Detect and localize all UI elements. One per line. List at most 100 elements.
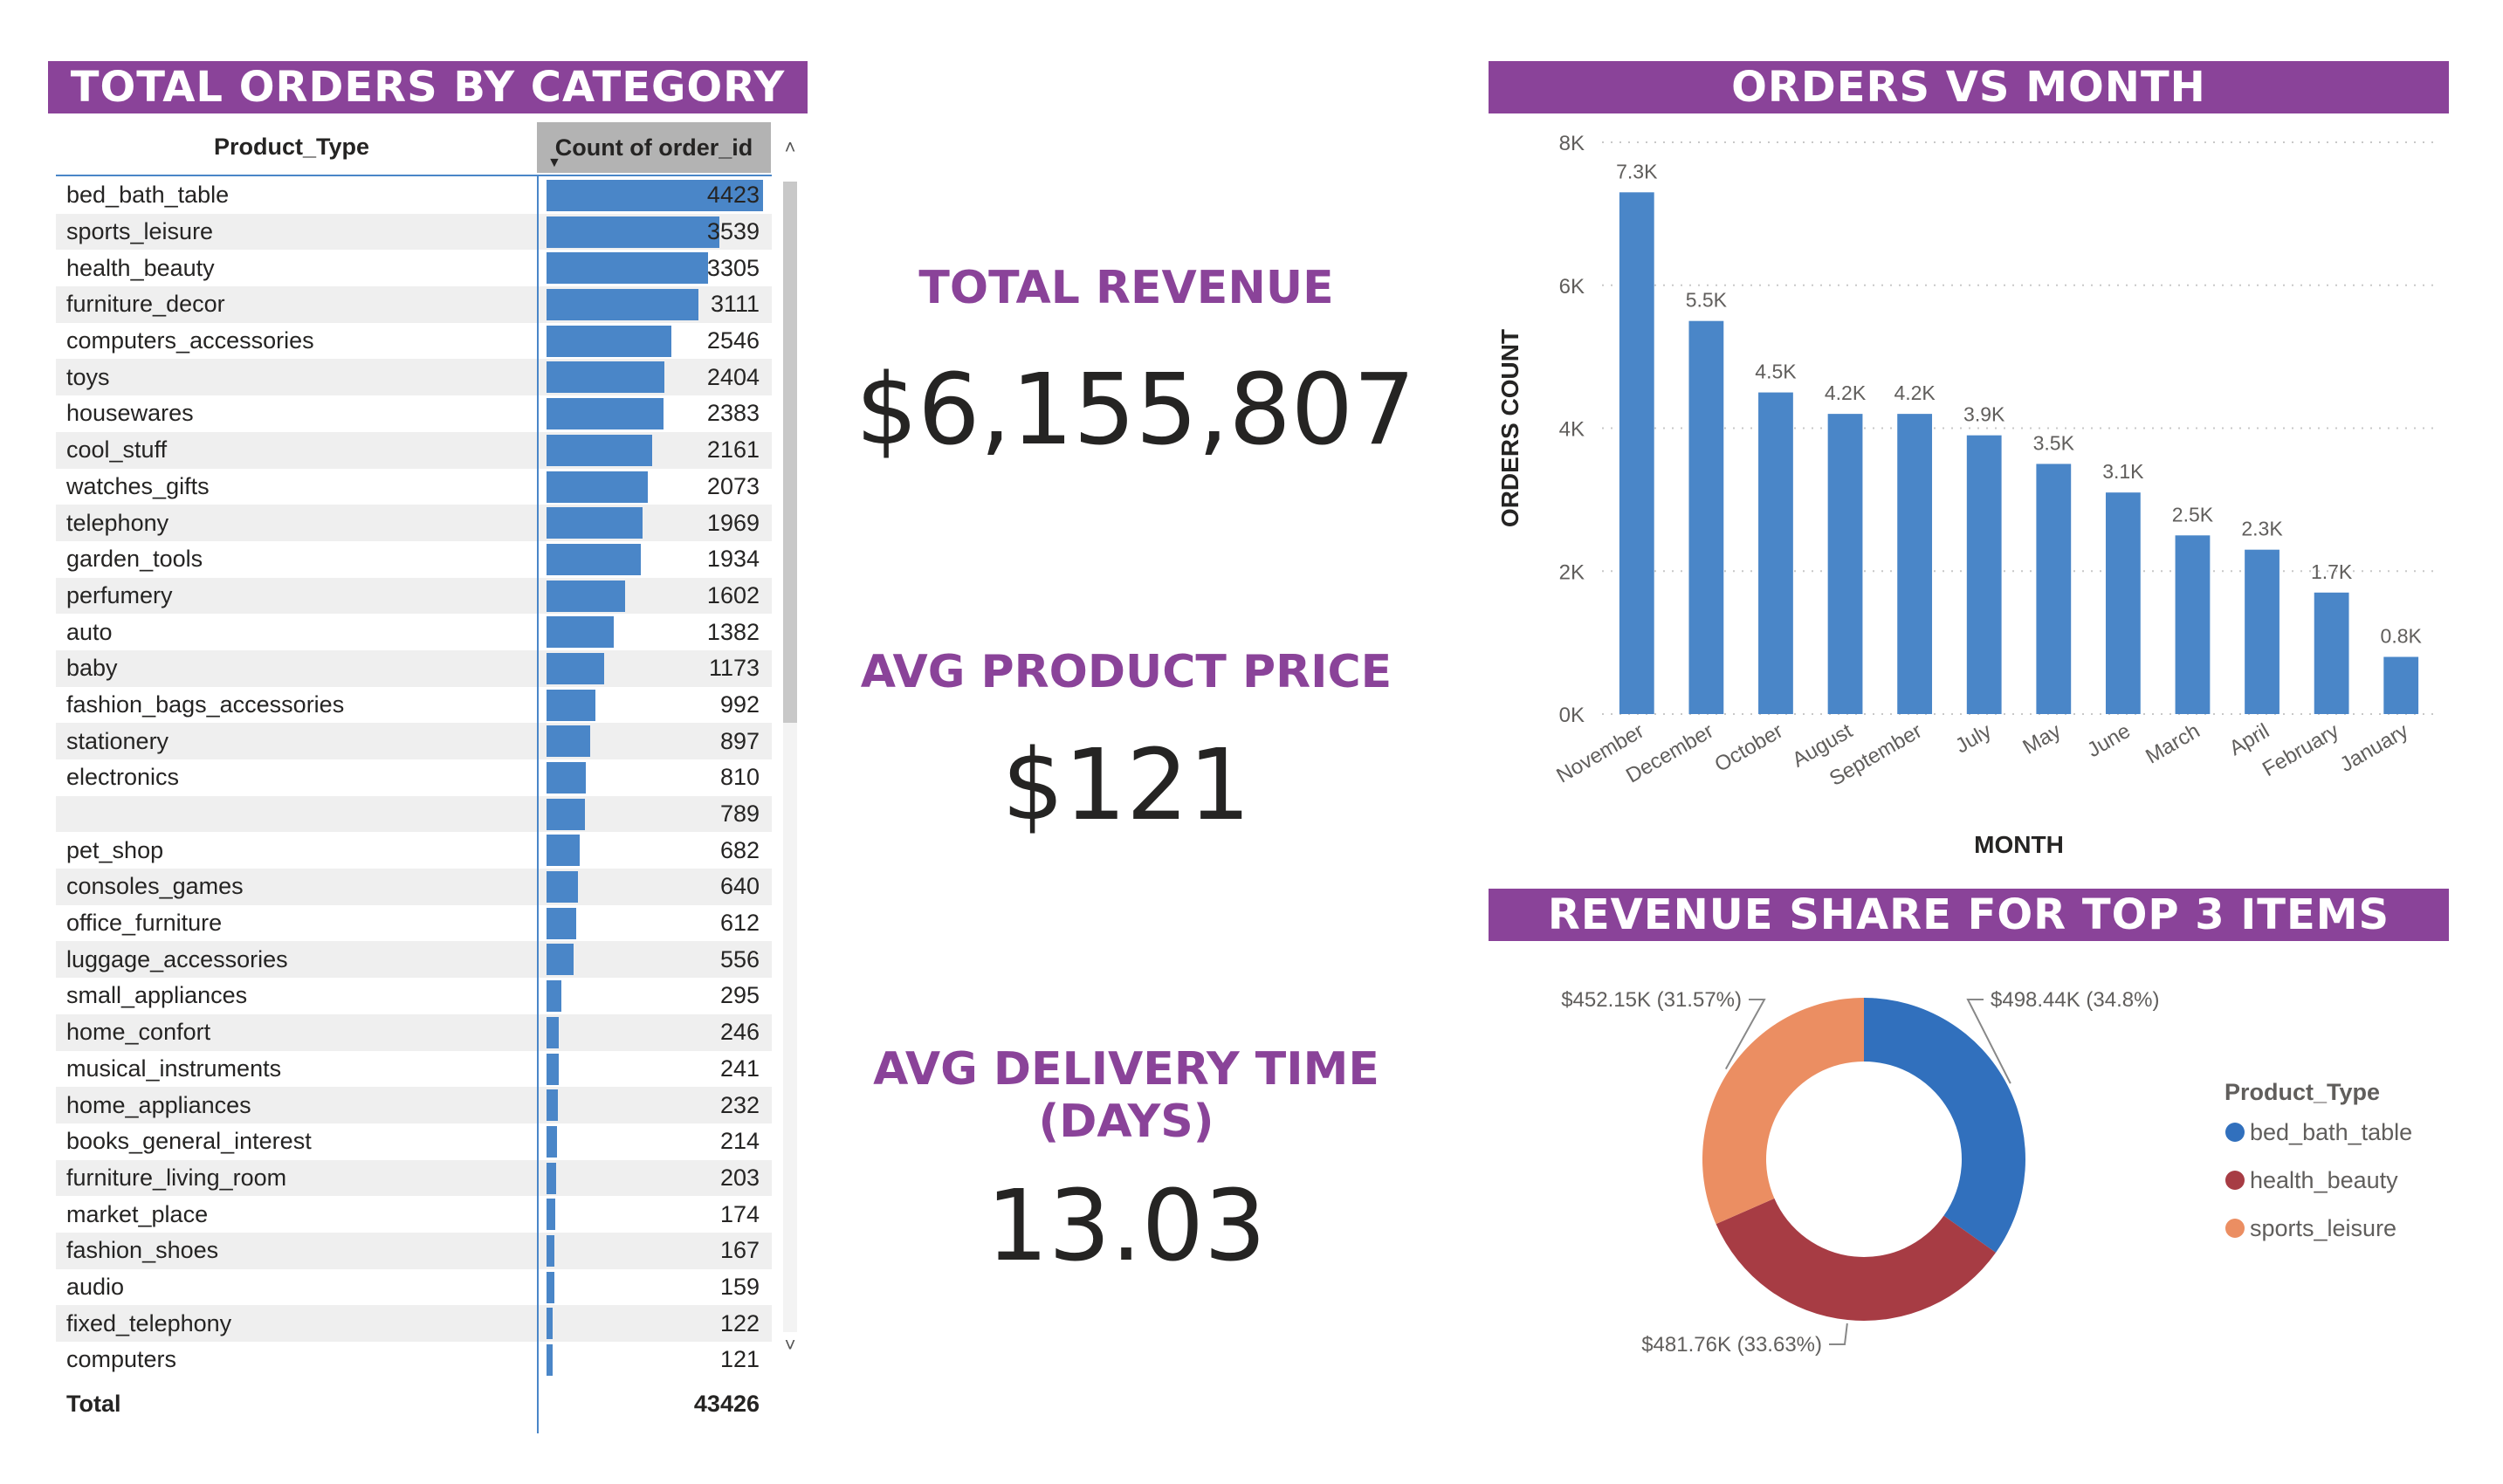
row-count: 640 [719,873,760,900]
x-tick-label: February [2259,719,2343,781]
data-label: 7.3K [1616,160,1658,182]
row-count: 1602 [706,581,760,608]
slice-data-label: $498.44K (34.8%) [1991,988,2159,1012]
row-databar [547,871,578,903]
row-count: 682 [719,836,760,863]
row-count: 203 [719,1164,760,1191]
row-databar [547,1089,558,1122]
sort-descending-icon[interactable]: ▼ [547,155,561,170]
legend-item[interactable]: bed_bath_table [2250,1119,2412,1145]
table-row[interactable]: fixed_telephony 122 [56,1305,772,1342]
table-row[interactable]: garden_tools 1934 [56,541,772,578]
donut-slice[interactable] [1702,998,1864,1225]
bar [1897,414,1933,714]
table-row[interactable]: computers_accessories 2546 [56,323,772,360]
row-databar [547,1308,553,1340]
table-row[interactable]: home_confort 246 [56,1013,772,1051]
table-scrollbar[interactable]: ˄ ˅ [780,136,800,1358]
row-databar [547,944,574,976]
orders-table: Product_Type Count of order_id ▼ bed_bat… [56,119,807,1437]
row-count: 241 [719,1055,760,1082]
table-row[interactable]: cool_stuff 2161 [56,431,772,469]
orders-vs-month-chart: 0K2K4K6K8K7.3KNovember5.5KDecember4.5KOc… [1496,132,2436,858]
legend-marker[interactable] [2225,1219,2245,1238]
row-databar [547,652,604,684]
x-tick-label: May [2019,719,2066,759]
table-row[interactable]: small_appliances 295 [56,978,772,1014]
table-row[interactable]: health_beauty 3305 [56,250,772,286]
row-count: 214 [719,1128,760,1155]
bar [1619,192,1654,714]
row-databar [547,507,643,539]
table-row[interactable]: musical_instruments 241 [56,1051,772,1088]
bar [2036,464,2072,714]
row-count: 122 [719,1309,760,1336]
table-row[interactable]: sports_leisure 3539 [56,213,772,251]
column-header-count[interactable]: Count of order_id ▼ [537,122,771,173]
column-header-product-type[interactable]: Product_Type [213,133,370,160]
table-row[interactable]: bed_bath_table 4423 [56,177,772,214]
table-row[interactable]: pet_shop 682 [56,832,772,869]
bar [2245,549,2280,714]
table-row[interactable]: market_place 174 [56,1196,772,1233]
table-row[interactable]: computers 121 [56,1342,772,1378]
row-count: 556 [719,945,760,972]
legend-item[interactable]: health_beauty [2250,1167,2398,1193]
table-row[interactable]: stationery 897 [56,723,772,759]
table-row[interactable]: furniture_decor 3111 [56,286,772,323]
row-product-type: electronics [66,764,180,791]
table-row[interactable]: home_appliances 232 [56,1087,772,1123]
legend-item[interactable]: sports_leisure [2250,1215,2396,1241]
table-row[interactable]: fashion_bags_accessories 992 [56,687,772,724]
table-row[interactable]: electronics 810 [56,759,772,796]
y-tick-label: 6K [1559,275,1585,299]
row-product-type: pet_shop [66,836,164,863]
table-row[interactable]: 789 [56,795,772,833]
table-row[interactable]: auto 1382 [56,614,772,650]
row-databar [547,1162,557,1194]
table-body: bed_bath_table 4423 sports_leisure 3539 heal… [56,177,772,1378]
table-row[interactable]: luggage_accessories 556 [56,941,772,979]
row-databar [547,762,587,794]
row-product-type: housewares [66,400,194,427]
table-row[interactable]: fashion_shoes 167 [56,1232,772,1269]
table-row[interactable]: toys 2404 [56,359,772,396]
scroll-thumb[interactable] [783,182,797,723]
row-product-type: sports_leisure [66,218,214,245]
legend-marker[interactable] [2225,1123,2245,1142]
row-count: 810 [719,764,760,791]
scroll-down-icon[interactable]: ˅ [784,1334,796,1356]
row-product-type: toys [66,363,110,390]
table-row[interactable]: baby 1173 [56,649,772,687]
table-row[interactable]: perfumery 1602 [56,577,772,615]
row-product-type: home_appliances [66,1091,251,1118]
y-axis-title: ORDERS COUNT [1496,329,1523,527]
row-databar [547,1016,559,1048]
donut-slice[interactable] [1716,1198,1997,1321]
table-row[interactable]: office_furniture 612 [56,905,772,942]
table-row[interactable]: housewares 2383 [56,395,772,432]
row-count: 3539 [706,218,760,245]
row-product-type: office_furniture [66,910,223,937]
donut-slice[interactable] [1864,998,2025,1253]
table-row[interactable]: books_general_interest 214 [56,1123,772,1160]
data-label: 5.5K [1686,289,1728,312]
row-product-type: garden_tools [66,546,203,573]
scroll-up-icon[interactable]: ˄ [784,136,796,158]
table-row[interactable]: watches_gifts 2073 [56,469,772,505]
row-count: 2383 [706,400,760,427]
row-count: 232 [719,1091,760,1118]
table-row[interactable]: furniture_living_room 203 [56,1159,772,1197]
total-label: Total [66,1390,121,1417]
table-row[interactable]: consoles_games 640 [56,869,772,905]
table-row[interactable]: telephony 1969 [56,505,772,541]
y-tick-label: 4K [1559,418,1585,442]
x-tick-label: April [2225,719,2273,760]
data-label: 1.7K [2311,560,2353,583]
row-product-type: bed_bath_table [66,182,230,209]
table-row[interactable]: audio 159 [56,1269,772,1306]
row-databar [547,798,586,830]
row-databar [547,398,664,430]
avg-delivery-time-value: 13.03 [986,1170,1267,1283]
legend-marker[interactable] [2225,1171,2245,1190]
